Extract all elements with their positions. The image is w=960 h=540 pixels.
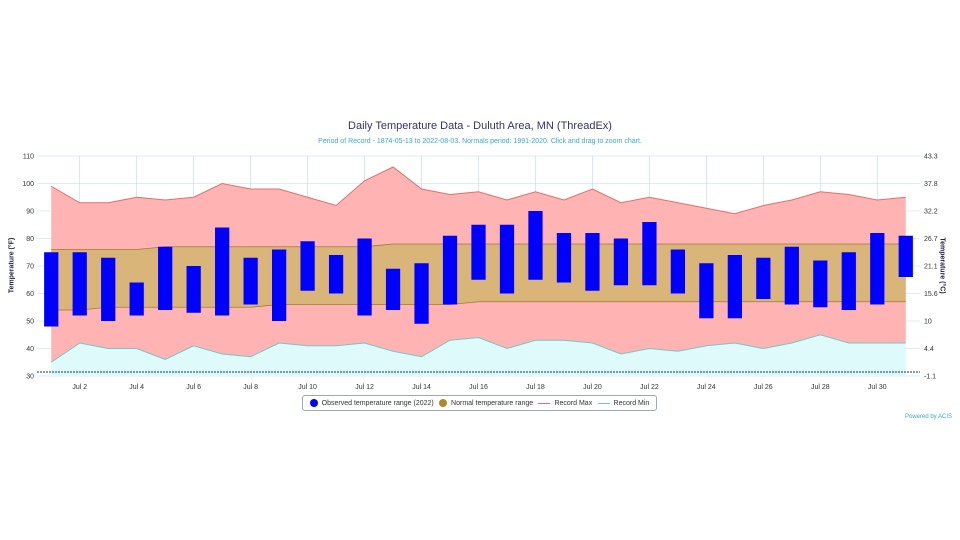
observed-range-bar[interactable] bbox=[556, 233, 572, 283]
y-tick-label-left: 110 bbox=[23, 154, 34, 161]
x-tick-label: Jul 2 bbox=[72, 384, 87, 391]
x-tick-label: Jul 30 bbox=[868, 384, 887, 391]
observed-range-bar[interactable] bbox=[328, 255, 344, 294]
record-min-line[interactable] bbox=[50, 334, 906, 363]
observed-range-bar[interactable] bbox=[414, 263, 429, 324]
axes: 30 -1.1 40 4.4 50 10 60 15.6 70 21.1 80 26.7 90 32.2 1… bbox=[22, 154, 937, 392]
observed-range-bar[interactable] bbox=[670, 249, 686, 294]
observed-range-bar[interactable] bbox=[585, 233, 600, 291]
legend-normal-label: Normal temperature range bbox=[451, 399, 534, 407]
y-tick-label-left: 30 bbox=[26, 374, 34, 381]
chart-subtitle: Period of Record - 1874-05-13 to 2022-08… bbox=[318, 138, 642, 145]
legend-record-min-marker bbox=[597, 402, 610, 404]
x-tick-label: Jul 14 bbox=[412, 384, 431, 391]
chart-title: Daily Temperature Data - Duluth Area, MN… bbox=[348, 120, 612, 132]
legend-record-min-label: Record Min bbox=[613, 399, 650, 407]
x-tick-label: Jul 28 bbox=[811, 384, 830, 391]
record-max-polyline[interactable] bbox=[50, 166, 906, 215]
x-tick-label: Jul 6 bbox=[186, 384, 201, 391]
y-axis-title-left: Temperature (°F) bbox=[8, 237, 16, 294]
observed-range-bar[interactable] bbox=[129, 282, 144, 316]
x-tick-label: Jul 22 bbox=[640, 384, 659, 391]
observed-range-bar[interactable] bbox=[357, 238, 372, 316]
legend-item-normal[interactable]: Normal temperature range bbox=[439, 399, 533, 407]
chart-legend: Observed temperature range (2022) Normal… bbox=[302, 395, 657, 411]
legend-item-observed[interactable]: Observed temperature range (2022) bbox=[309, 399, 434, 407]
observed-range-bar[interactable] bbox=[471, 224, 486, 280]
y-tick-label-left: 100 bbox=[22, 181, 34, 188]
legend-observed-marker bbox=[309, 399, 318, 407]
observed-range-bar[interactable] bbox=[727, 255, 742, 319]
legend-observed-label: Observed temperature range (2022) bbox=[321, 399, 434, 407]
legend-normal-marker bbox=[439, 399, 448, 407]
y-tick-label-right: 26.7 bbox=[924, 236, 938, 243]
observed-range-bar[interactable] bbox=[243, 257, 258, 305]
legend-item-record-max[interactable]: Record Max bbox=[538, 400, 592, 407]
x-tick-label: Jul 8 bbox=[243, 384, 258, 391]
y-tick-label-right: 4.4 bbox=[924, 346, 934, 353]
x-tick-label: Jul 16 bbox=[469, 384, 488, 391]
observed-range-bar[interactable] bbox=[442, 235, 458, 305]
observed-range-bar[interactable] bbox=[699, 263, 714, 319]
observed-range-bar[interactable] bbox=[44, 252, 59, 327]
observed-range-bar[interactable] bbox=[300, 241, 315, 291]
observed-range-bar[interactable] bbox=[870, 233, 885, 305]
y-tick-label-right: 15.6 bbox=[924, 291, 938, 298]
observed-range-bar[interactable] bbox=[813, 260, 828, 308]
observed-range-bar[interactable] bbox=[613, 238, 629, 286]
y-tick-label-left: 80 bbox=[26, 236, 34, 243]
legend-record-max-label: Record Max bbox=[554, 399, 593, 407]
powered-by-credit[interactable]: Powered by ACIS bbox=[904, 414, 952, 420]
observed-range-bars[interactable] bbox=[44, 211, 913, 327]
record-min-polyline[interactable] bbox=[50, 334, 906, 363]
observed-range-bar[interactable] bbox=[528, 211, 543, 280]
observed-range-bar[interactable] bbox=[756, 257, 771, 299]
x-tick-label: Jul 18 bbox=[526, 384, 545, 391]
record-min-fill bbox=[51, 334, 906, 376]
observed-range-bar[interactable] bbox=[898, 235, 913, 277]
y-tick-label-left: 50 bbox=[26, 319, 34, 326]
y-tick-label-left: 60 bbox=[26, 291, 34, 298]
observed-range-bar[interactable] bbox=[72, 252, 87, 316]
x-tick-label: Jul 10 bbox=[298, 384, 317, 391]
observed-range-bar[interactable] bbox=[784, 246, 799, 305]
observed-range-bar[interactable] bbox=[101, 257, 116, 321]
y-axis-title-right: Temperature (°C) bbox=[938, 237, 946, 294]
y-tick-label-right: -1.1 bbox=[924, 374, 936, 381]
y-tick-label-right: 21.1 bbox=[924, 264, 938, 271]
record-max-line[interactable] bbox=[50, 166, 906, 215]
observed-range-bar[interactable] bbox=[841, 252, 856, 310]
observed-range-bar[interactable] bbox=[158, 246, 173, 310]
y-tick-label-left: 70 bbox=[26, 264, 34, 271]
y-tick-label-left: 40 bbox=[26, 346, 34, 353]
legend-record-max-marker bbox=[538, 402, 551, 404]
y-tick-label-right: 32.2 bbox=[924, 209, 938, 216]
x-tick-label: Jul 26 bbox=[754, 384, 773, 391]
observed-range-bar[interactable] bbox=[499, 224, 515, 294]
x-tick-label: Jul 12 bbox=[355, 384, 374, 391]
y-tick-label-right: 10 bbox=[924, 319, 932, 326]
observed-range-bar[interactable] bbox=[642, 222, 657, 286]
legend-item-record-min[interactable]: Record Min bbox=[597, 399, 650, 407]
x-tick-label: Jul 24 bbox=[697, 384, 716, 391]
observed-range-bar[interactable] bbox=[186, 266, 201, 313]
observed-range-bar[interactable] bbox=[385, 268, 401, 310]
y-tick-label-left: 90 bbox=[26, 209, 34, 216]
observed-range-bar[interactable] bbox=[215, 227, 230, 316]
x-tick-label: Jul 20 bbox=[583, 384, 602, 391]
y-tick-label-right: 43.3 bbox=[924, 154, 938, 161]
x-tick-label: Jul 4 bbox=[129, 384, 144, 391]
y-tick-label-right: 37.8 bbox=[924, 181, 938, 188]
record-min-area bbox=[51, 334, 906, 376]
observed-range-bar[interactable] bbox=[271, 249, 287, 322]
